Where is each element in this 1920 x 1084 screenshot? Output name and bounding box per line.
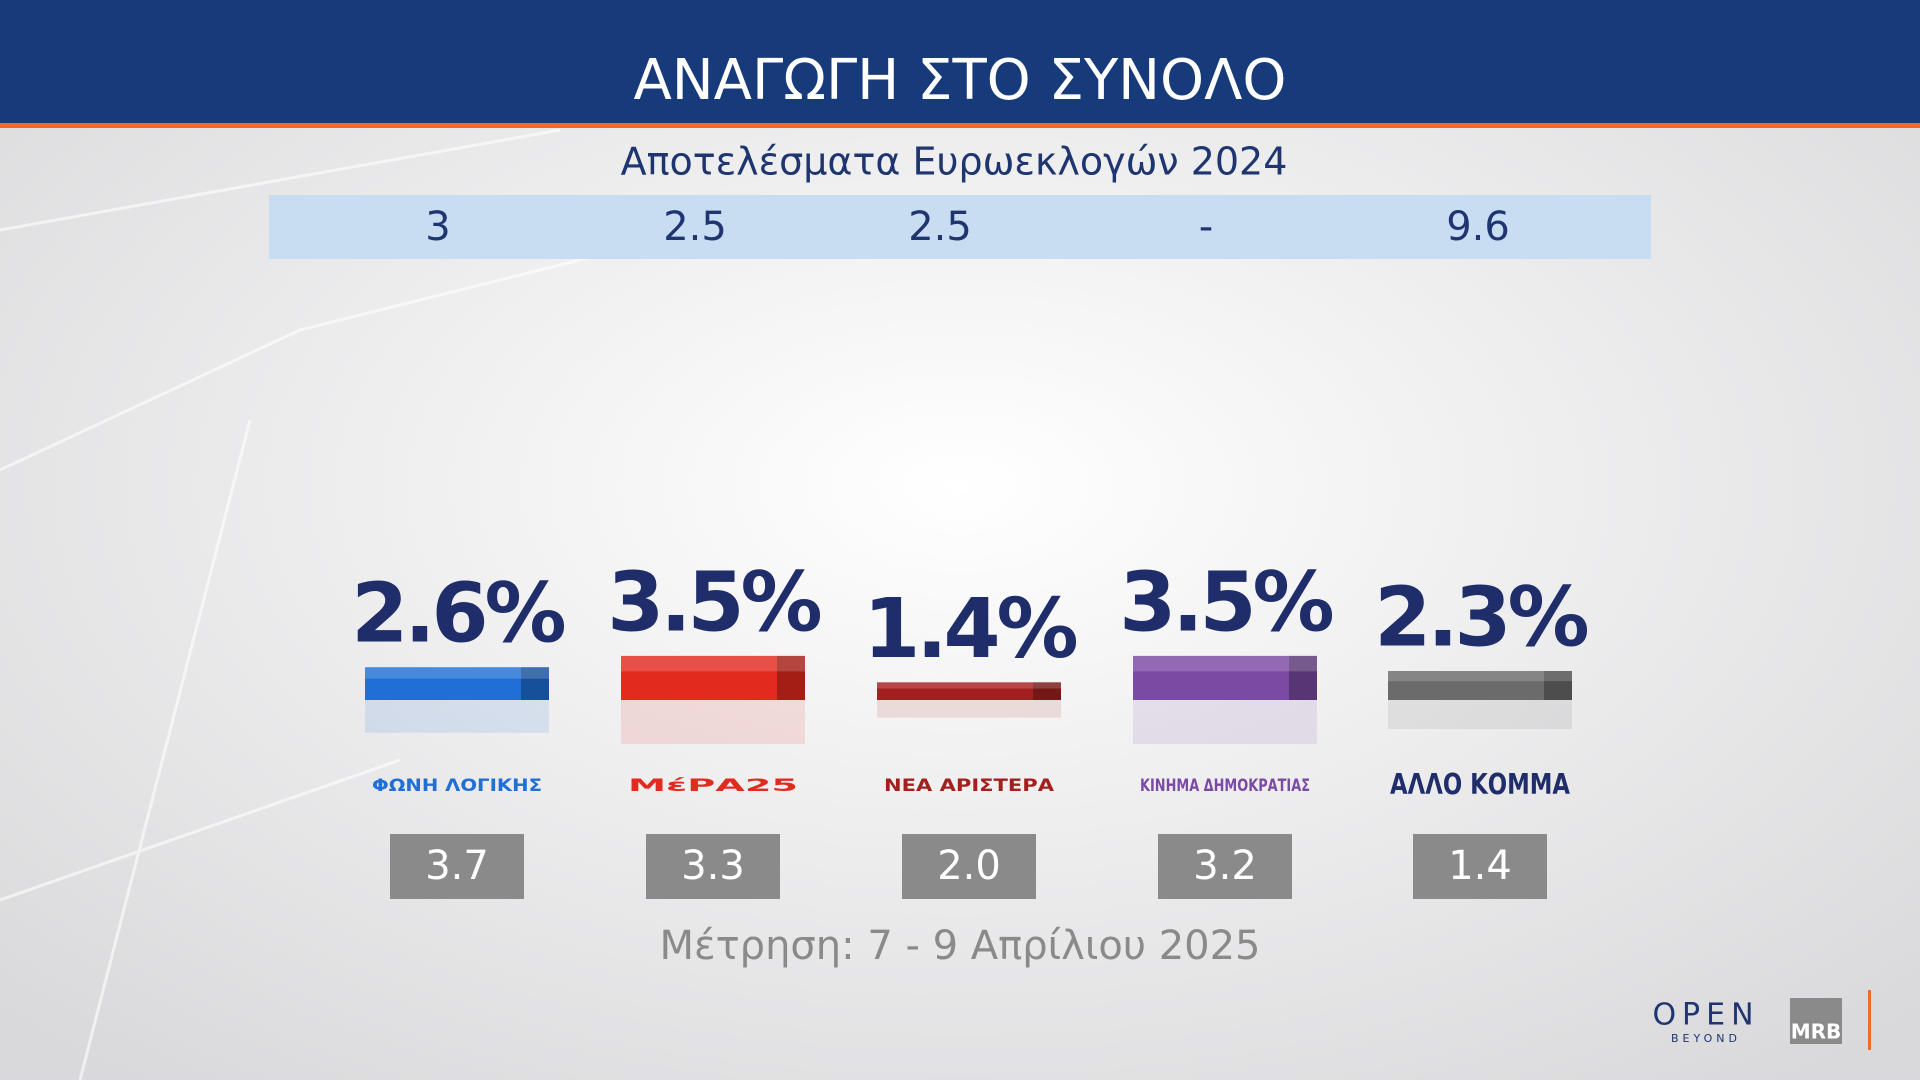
bar-shine xyxy=(621,655,805,672)
bar-shine xyxy=(1388,671,1572,682)
previous-box xyxy=(1413,834,1547,899)
party-label: ΚΙΝΗΜΑ ΔΗΜΟΚΡΑΤΙΑΣ xyxy=(1140,776,1310,796)
decoration xyxy=(0,128,621,1081)
bar-reflection xyxy=(365,700,549,733)
previous-box xyxy=(1158,834,1292,899)
bar-shine xyxy=(365,667,549,679)
party-label: ΜέΡΑ25 xyxy=(628,776,798,796)
euro-row xyxy=(269,195,1651,259)
channel-logo: OPEN xyxy=(1652,998,1759,1033)
bar-shine xyxy=(1133,655,1317,672)
bar-shine xyxy=(877,682,1061,689)
euro-value: 2.5 xyxy=(908,204,972,250)
party-label: ΝΕΑ ΑΡΙΣΤΕΡΑ xyxy=(884,776,1055,796)
chart-title: ΑΝΑΓΩΓΗ ΣΤΟ ΣΥΝΟΛΟ xyxy=(633,48,1286,113)
previous-box xyxy=(902,834,1036,899)
bar-end xyxy=(1033,682,1061,700)
bar-end xyxy=(1289,655,1317,700)
bar xyxy=(621,655,805,700)
bar xyxy=(1388,671,1572,700)
euro-value: 2.5 xyxy=(663,204,727,250)
bar xyxy=(877,682,1061,700)
bar xyxy=(365,667,549,700)
brand-divider xyxy=(1868,990,1871,1050)
header-band xyxy=(0,0,1920,125)
subtitle: Αποτελέσματα Ευρωεκλογών 2024 xyxy=(621,140,1288,184)
previous-box xyxy=(646,834,780,899)
value-label: 3.5% xyxy=(607,555,820,650)
previous-value: 3.2 xyxy=(1193,843,1257,889)
bar-end xyxy=(1544,671,1572,700)
bar xyxy=(1133,655,1317,700)
bar-reflection xyxy=(621,700,805,745)
previous-value: 3.3 xyxy=(681,843,745,889)
pollster-box xyxy=(1790,998,1842,1044)
bar-end xyxy=(521,667,549,700)
bar-reflection xyxy=(1388,700,1572,729)
value-label: 2.6% xyxy=(351,567,564,662)
value-label: 1.4% xyxy=(863,582,1076,677)
footnote: Μέτρηση: 7 - 9 Απρίλιου 2025 xyxy=(659,923,1260,969)
channel-tagline: BEYOND xyxy=(1671,1032,1741,1045)
euro-value: - xyxy=(1199,204,1213,250)
bar-reflection xyxy=(1133,700,1317,745)
party-label: ΑΛΛΟ ΚΟΜΜΑ xyxy=(1390,768,1570,801)
previous-box xyxy=(390,834,524,899)
header-line xyxy=(0,123,1920,128)
euro-value: 9.6 xyxy=(1446,204,1510,250)
value-label: 3.5% xyxy=(1119,555,1332,650)
previous-value: 2.0 xyxy=(937,843,1001,889)
pollster-logo: MRB xyxy=(1791,1020,1842,1044)
previous-value: 1.4 xyxy=(1448,843,1512,889)
previous-value: 3.7 xyxy=(425,843,489,889)
bar-end xyxy=(777,655,805,700)
bar-reflection xyxy=(877,700,1061,718)
euro-value: 3 xyxy=(425,204,450,250)
value-label: 2.3% xyxy=(1374,570,1587,665)
party-label: ΦΩΝΗ ΛΟΓΙΚΗΣ xyxy=(372,776,542,796)
